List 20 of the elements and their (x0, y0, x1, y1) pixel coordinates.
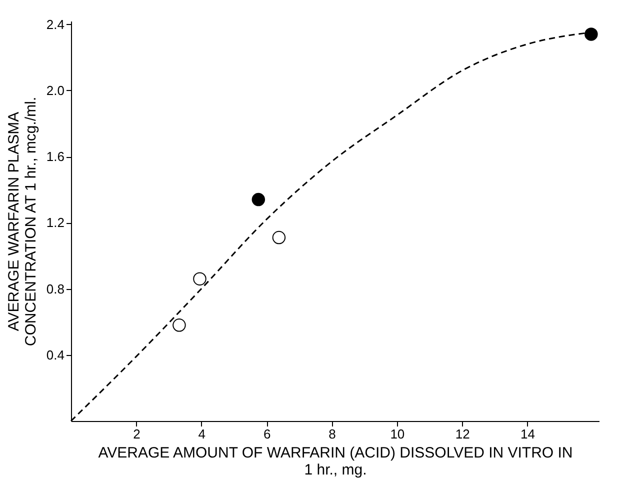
x-tick-label: 12 (455, 426, 470, 442)
y-axis-title: AVERAGE WARFARIN PLASMA CONCENTRATION AT 1 hr., mcg./ml. (5, 96, 40, 346)
x-tick-label: 2 (133, 426, 140, 442)
x-tick-label: 4 (198, 426, 206, 442)
y-tick-label: 1.2 (46, 215, 64, 230)
y-tick-label: 0.4 (46, 347, 64, 362)
point (193, 272, 206, 286)
y-tick-label: 2.4 (46, 16, 64, 32)
point (172, 318, 186, 332)
y-tick-label: 2.0 (46, 82, 64, 98)
point (584, 28, 598, 41)
y-tick-label: 0.8 (46, 281, 64, 296)
x-tick-label: 14 (520, 426, 536, 442)
x-tick-label: 10 (390, 426, 405, 442)
point (252, 192, 266, 206)
y-tick-label: 1.6 (46, 149, 64, 164)
point (272, 230, 286, 244)
x-axis-title: AVERAGE AMOUNT OF WARFARIN (ACID) DISSOLVED IN VITRO IN 1 hr., mg. (98, 444, 573, 478)
x-tick-label: 6 (263, 426, 271, 442)
x-tick-label: 8 (328, 426, 336, 442)
